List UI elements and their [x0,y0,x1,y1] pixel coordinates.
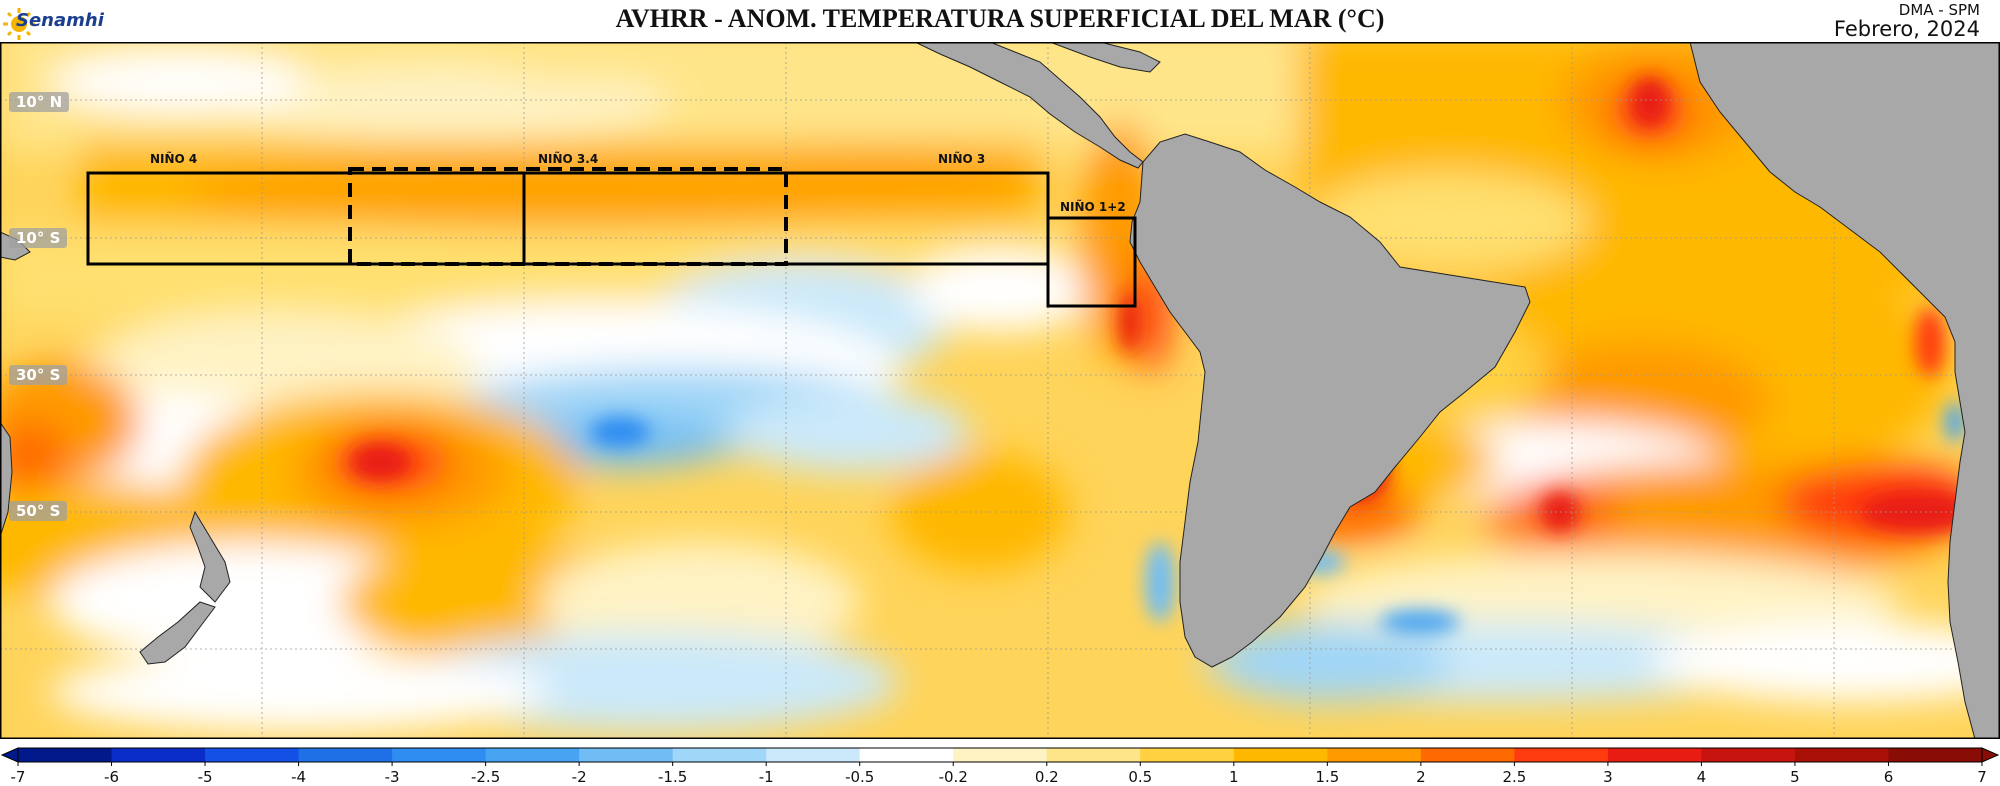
north-america-landmass [1049,42,1161,73]
nino-regions [86,167,1137,308]
map-canvas [0,42,2000,739]
colorbar-tick-label: -7 [10,768,26,786]
colorbar-tick-label: 0.5 [1128,768,1153,786]
colorbar-tick-label: 5 [1790,768,1800,786]
logo-text: Senamhi [16,10,104,31]
colorbar-bin [1140,748,1235,762]
colorbar-tick-label: 2 [1416,768,1426,786]
colorbar-bin [579,748,674,762]
sst-anomaly-map: 10° N 10° S 30° S 50° S NIÑO 4 NIÑO 3.4 … [0,42,2000,739]
colorbar-bin [18,748,113,762]
sun-icon [3,8,35,40]
nino-12-label: NIÑO 1+2 [1060,200,1126,214]
colorbar-bin [1794,748,1889,762]
colorbar-tick-label: -2.5 [470,768,501,786]
graticule [0,42,2000,739]
colorbar-min-arrow [0,747,19,763]
colorbar-tick-label: 0.2 [1034,768,1059,786]
header: Senamhi AVHRR - ANOM. TEMPERATURA SUPERF… [0,0,2000,42]
nino-12-box [1046,216,1137,308]
colorbar-tick-label: 1.5 [1315,768,1340,786]
colorbar-bin [205,748,300,762]
lat-label-50s: 50° S [9,501,68,521]
colorbar-bin [1046,748,1141,762]
nino-34-box [348,167,788,266]
colorbar-bin [1233,748,1328,762]
colorbar-tick-label: -3 [384,768,400,786]
colorbar-tick-label: 2.5 [1502,768,1527,786]
lat-label-10n: 10° N [9,92,70,112]
date-label: Febrero, 2024 [1833,17,1980,41]
new-zealand-north-island [189,510,231,603]
colorbar-max-arrow [1981,747,2000,763]
colorbar-bin [298,748,393,762]
colorbar-bin [672,748,767,762]
colorbar-bin [111,748,206,762]
colorbar-bin [1607,748,1702,762]
colorbar-tick-label: -1 [758,768,774,786]
colorbar-tick-label: 3 [1603,768,1613,786]
colorbar-tick-label: -0.5 [845,768,875,786]
lat-label-30s: 30° S [9,365,68,385]
new-zealand-south-island [139,601,216,665]
colorbar-frame [17,747,1983,763]
colorbar-bin [859,748,954,762]
colorbar-bin [485,748,580,762]
agency-label: DMA - SPM [1898,1,1980,19]
central-america-landmass [914,42,1144,169]
nino-4-label: NIÑO 4 [150,152,198,166]
colorbar-bin [1327,748,1422,762]
colorbar-bin [953,748,1048,762]
colorbar-scale [0,747,2000,766]
land [0,42,2000,739]
colorbar-tick-label: -1.5 [658,768,688,786]
colorbar-tick-label: -6 [104,768,119,786]
south-america-landmass [1129,133,1531,668]
colorbar-tick-label: -4 [291,768,307,786]
colorbar-bin [766,748,861,762]
nino-3-label: NIÑO 3 [938,152,986,166]
map-title: AVHRR - ANOM. TEMPERATURA SUPERFICIAL DE… [615,4,1385,33]
colorbar-bin [1888,748,1983,762]
senamhi-logo: Senamhi [2,2,112,42]
colorbar-tick-label: -5 [197,768,213,786]
colorbar: -7 -6 -5 -4 -3 -2.5 -2 -1.5 -1 -0.5 -0.2 0.2 0.5 1 1.5… [0,746,2000,786]
lat-label-10s: 10° S [9,228,68,248]
australia-landmass [0,421,13,538]
africa-landmass [1689,42,2000,739]
colorbar-tick-label: -0.2 [938,768,968,786]
colorbar-tick-label: 1 [1229,768,1239,786]
colorbar-tick-label: 6 [1883,768,1894,786]
colorbar-bin [1420,748,1515,762]
colorbar-tick-label: 7 [1977,768,1987,786]
colorbar-tick-label: 4 [1696,768,1707,786]
colorbar-bin [1514,748,1609,762]
colorbar-tick-label: -2 [571,768,587,786]
colorbar-bin [1701,748,1796,762]
colorbar-bin [392,748,487,762]
nino-34-label: NIÑO 3.4 [538,152,599,166]
